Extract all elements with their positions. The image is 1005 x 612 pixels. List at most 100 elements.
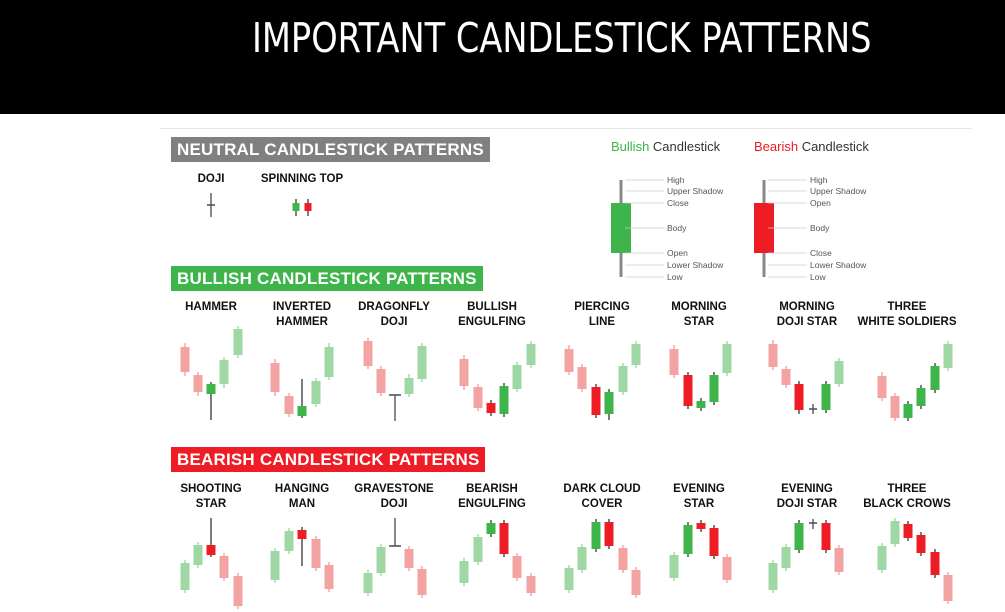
legend-bearish-title: Bearish Candlestick xyxy=(754,139,869,154)
evening-doji-star-c1-body xyxy=(768,563,778,590)
bearish-section-title: BEARISH CANDLESTICK PATTERNS xyxy=(171,447,486,472)
piercing-c1-body xyxy=(564,349,574,372)
evening-star-c2-body xyxy=(683,525,693,554)
piercing-c4-body xyxy=(604,392,614,414)
bearish-engulfing-c5-body xyxy=(512,556,522,578)
divider xyxy=(160,128,972,129)
three-white-c2-body xyxy=(890,396,900,418)
inverted-hammer-c2-body xyxy=(284,396,294,414)
legend-bullish-label-upper-shadow: Upper Shadow xyxy=(667,186,724,196)
bullish-engulfing-c6-body xyxy=(526,344,536,365)
evening-star-c3-body xyxy=(696,523,706,529)
dragonfly-c5-body xyxy=(417,346,427,379)
legend-bearish-body xyxy=(754,203,774,253)
gravestone-c5-body xyxy=(417,569,427,595)
pattern-label-dragonfly-doji: DRAGONFLY DOJI xyxy=(358,301,430,328)
legend-bearish-label-lower-shadow: Lower Shadow xyxy=(810,260,867,270)
hanging-man-c4-body xyxy=(311,539,321,568)
three-white-c5-body xyxy=(930,366,940,390)
three-black-c6-body xyxy=(943,575,953,601)
dark-cloud-c1-body xyxy=(564,568,574,590)
hanging-man-c3-body xyxy=(297,530,307,539)
morning-doji-star-c6-body xyxy=(834,361,844,384)
three-black-c2-body xyxy=(890,521,900,544)
pattern-label-gravestone-doji: GRAVESTONE DOJI xyxy=(354,483,434,510)
legend-bearish-label-high: High xyxy=(810,175,828,185)
inverted-hammer-c4-body xyxy=(311,381,321,404)
bearish-engulfing-c1-body xyxy=(459,561,469,583)
pattern-label-evening-star: EVENING STAR xyxy=(673,483,725,510)
piercing-c5-body xyxy=(618,366,628,392)
pattern-label-hanging-man: HANGING MAN xyxy=(274,483,330,510)
legend-bearish-suffix: Candlestick xyxy=(798,139,869,154)
morning-doji-star-c1-body xyxy=(768,344,778,367)
shooting-star-c5-body xyxy=(233,576,243,606)
three-black-c5-body xyxy=(930,552,940,575)
three-black-c1-body xyxy=(877,546,887,570)
legend-bullish-label-body: Body xyxy=(667,223,687,233)
bearish-engulfing-c4-body xyxy=(499,523,509,554)
candle-spinning-top-1-body xyxy=(292,203,300,211)
pattern-label-doji: DOJI xyxy=(197,173,225,185)
morning-star-c1-body xyxy=(669,349,679,375)
pattern-label-morning-star: MORNING STAR xyxy=(671,301,727,328)
pattern-label-dark-cloud-cover: DARK CLOUD COVER xyxy=(563,483,641,510)
hammer-c3-body xyxy=(206,384,216,394)
legend-bullish-label-open: Open xyxy=(667,248,688,258)
bearish-engulfing-c2-body xyxy=(473,537,483,562)
bearish-engulfing-c6-body xyxy=(526,576,536,593)
piercing-c6-body xyxy=(631,344,641,365)
hammer-c5-body xyxy=(233,329,243,355)
hanging-man-c5-body xyxy=(324,565,334,589)
pattern-label-bearish-engulfing: BEARISH ENGULFING xyxy=(458,483,526,510)
evening-doji-star-c6-body xyxy=(834,548,844,572)
hammer-c4-body xyxy=(219,360,229,384)
gravestone-c1-body xyxy=(363,573,373,593)
hammer-c2-body xyxy=(193,375,203,392)
evening-doji-star-c5-body xyxy=(821,523,831,550)
shooting-star-c1-body xyxy=(180,563,190,590)
three-black-c3-body xyxy=(903,524,913,538)
shooting-star-c2-body xyxy=(193,545,203,565)
header-bar: IMPORTANT CANDLESTICK PATTERNS xyxy=(0,0,1005,114)
legend-bearish-label-body: Body xyxy=(810,223,830,233)
shooting-star-c3-body xyxy=(206,545,216,555)
dragonfly-c1-body xyxy=(363,341,373,366)
three-white-c6-body xyxy=(943,344,953,368)
pattern-label-morning-doji-star: MORNING DOJI STAR xyxy=(776,301,838,328)
hammer-c1-body xyxy=(180,347,190,372)
morning-star-c2-body xyxy=(683,375,693,406)
pattern-label-inverted-hammer: INVERTED HAMMER xyxy=(272,301,332,328)
pattern-label-evening-doji-star: EVENING DOJI STAR xyxy=(776,483,838,510)
pattern-label-three-white-soldiers: THREE WHITE SOLDIERS xyxy=(857,301,957,328)
legend-bullish-label-low: Low xyxy=(667,272,683,282)
legend-bearish-label-open: Open xyxy=(810,198,831,208)
pattern-label-bullish-engulfing: BULLISH ENGULFING xyxy=(458,301,526,328)
legend-bearish-label-low: Low xyxy=(810,272,826,282)
bullish-section-title: BULLISH CANDLESTICK PATTERNS xyxy=(171,266,483,291)
three-white-c3-body xyxy=(903,404,913,418)
dark-cloud-c3-body xyxy=(591,522,601,549)
hanging-man-c1-body xyxy=(270,551,280,580)
evening-doji-star-c3-body xyxy=(794,523,804,550)
dragonfly-c2-body xyxy=(376,369,386,393)
legend-bullish-title: Bullish Candlestick xyxy=(611,139,720,154)
morning-star-c4-body xyxy=(709,375,719,402)
piercing-c2-body xyxy=(577,367,587,389)
candle-spinning-top-2-body xyxy=(304,203,312,211)
legend-bullish-suffix: Candlestick xyxy=(649,139,721,154)
morning-doji-star-c5-body xyxy=(821,384,831,410)
bearish-engulfing-c3-body xyxy=(486,523,496,534)
pattern-label-three-black-crows: THREE BLACK CROWS xyxy=(863,483,951,510)
evening-star-c4-body xyxy=(709,528,719,556)
dark-cloud-c5-body xyxy=(618,548,628,570)
evening-star-c1-body xyxy=(669,555,679,578)
pattern-label-hammer: HAMMER xyxy=(185,301,237,313)
hanging-man-c2-body xyxy=(284,531,294,551)
legend-bullish-label-lower-shadow: Lower Shadow xyxy=(667,260,724,270)
dark-cloud-c6-body xyxy=(631,570,641,595)
bullish-engulfing-c3-body xyxy=(486,403,496,413)
neutral-section-title: NEUTRAL CANDLESTICK PATTERNS xyxy=(171,137,490,162)
legend-bearish-word: Bearish xyxy=(754,139,799,154)
pattern-label-piercing-line: PIERCING LINE xyxy=(574,301,630,328)
